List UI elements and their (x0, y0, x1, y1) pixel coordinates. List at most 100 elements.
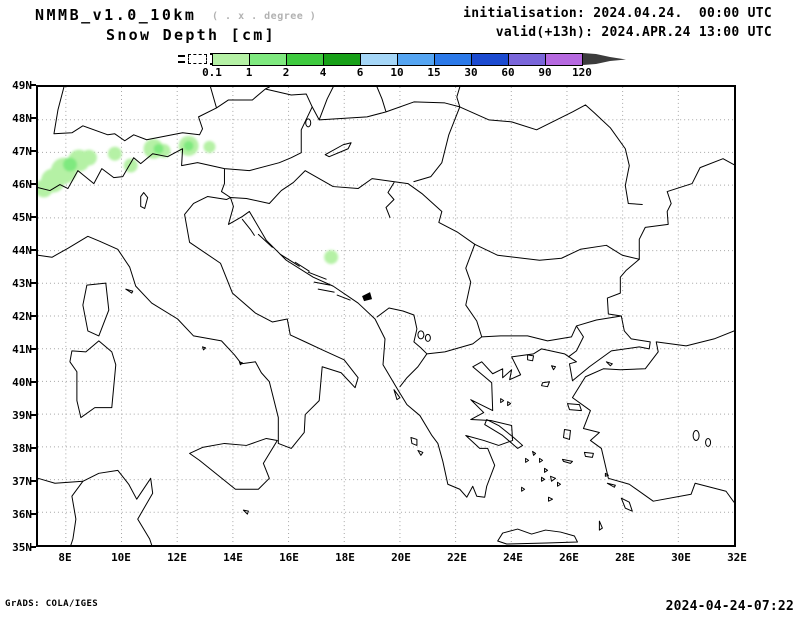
latitude-tick (31, 150, 36, 152)
colorbar-tick-label: 90 (538, 66, 552, 79)
colorbar-tick-label: 0.1 (202, 66, 222, 79)
longitude-label: 12E (167, 551, 187, 564)
latitude-label: 46N (12, 178, 32, 191)
colorbar-tick-label: 4 (319, 66, 327, 79)
latitude-label: 47N (12, 145, 32, 158)
longitude-label: 30E (671, 551, 691, 564)
initialisation-time: initialisation: 2024.04.24. 00:00 UTC (463, 6, 772, 21)
longitude-label: 32E (727, 551, 747, 564)
longitude-label: 20E (391, 551, 411, 564)
latitude-tick (31, 348, 36, 350)
colorbar-segment-3 (286, 53, 324, 66)
underflow-dashed-box-icon (188, 54, 207, 64)
snow-depth-area (80, 149, 97, 166)
longitude-label: 18E (335, 551, 355, 564)
lake-skadar (362, 292, 373, 302)
latitude-tick (31, 546, 36, 548)
snow-depth-area (107, 146, 122, 161)
colorbar-tick-label: 30 (464, 66, 478, 79)
model-title: NMMB_v1.0_10km (35, 6, 197, 24)
latitude-tick (31, 84, 36, 86)
latitude-tick (31, 249, 36, 251)
lake-egirdir (705, 437, 712, 447)
latitude-label: 49N (12, 79, 32, 92)
longitude-label: 26E (559, 551, 579, 564)
creation-timestamp: 2024-04-24-07:22 (665, 599, 794, 614)
colorbar-underflow-marker (178, 53, 214, 66)
islands-dalmatia (241, 218, 351, 301)
lake-ohrid (417, 330, 425, 340)
latitude-label: 38N (12, 442, 32, 455)
border-alps (38, 106, 313, 199)
latitude-label: 43N (12, 277, 32, 290)
overflow-arrow-shape (583, 53, 626, 65)
map-canvas (38, 87, 734, 545)
latitude-tick (31, 480, 36, 482)
lake-burdur (692, 430, 700, 441)
map-frame (36, 85, 736, 547)
snow-depth-area (324, 250, 339, 265)
latitude-tick (31, 282, 36, 284)
island-crete (497, 528, 578, 545)
colorbar-segment-5 (360, 53, 398, 66)
border-central-europe (53, 87, 643, 205)
country-borders-layer (38, 87, 643, 545)
latitude-label: 36N (12, 508, 32, 521)
colorbar-tick-label: 2 (282, 66, 290, 79)
island-sicily (189, 437, 278, 490)
latitude-label: 39N (12, 409, 32, 422)
colorbar-tick-label: 60 (501, 66, 515, 79)
island-euboea (484, 419, 524, 449)
longitude-label: 10E (111, 551, 131, 564)
latitude-label: 41N (12, 343, 32, 356)
coastline-africa (38, 469, 154, 545)
lake-neusiedl (305, 118, 312, 128)
snow-depth-area (63, 157, 77, 172)
colorbar-segment-6 (397, 53, 435, 66)
islands-dodecanese (598, 472, 633, 531)
lake-garda (140, 192, 149, 209)
latitude-label: 37N (12, 475, 32, 488)
snow-depth-area (183, 140, 194, 151)
snow-depth-area (153, 143, 164, 154)
grads-credit: GrADS: COLA/IGES (5, 599, 99, 609)
latitude-tick (31, 183, 36, 185)
colorbar-segment-8 (471, 53, 509, 66)
latitude-tick (31, 513, 36, 515)
coastline-anatolia (571, 330, 734, 503)
longitude-label: 28E (615, 551, 635, 564)
colorbar-segment-9 (508, 53, 546, 66)
colorbar (212, 53, 583, 66)
valid-time: valid(+13h): 2024.APR.24 13:00 UTC (495, 25, 772, 40)
colorbar-tick-label: 6 (356, 66, 364, 79)
colorbar-tick-label: 1 (245, 66, 253, 79)
snow-depth-area (203, 140, 216, 153)
latitude-tick (31, 447, 36, 449)
latitude-label: 40N (12, 376, 32, 389)
latitude-label: 35N (12, 541, 32, 554)
latitude-label: 44N (12, 244, 32, 257)
islands-cyclades (500, 398, 561, 502)
longitude-label: 24E (503, 551, 523, 564)
colorbar-segment-10 (545, 53, 583, 66)
longitude-label: 14E (223, 551, 243, 564)
latitude-label: 42N (12, 310, 32, 323)
colorbar-segment-7 (434, 53, 472, 66)
colorbar-tick-label: 15 (427, 66, 441, 79)
variable-title: Snow Depth [cm] (106, 26, 276, 44)
island-sardinia (69, 340, 117, 419)
colorbar-segment-4 (323, 53, 361, 66)
island-corsica (82, 282, 110, 337)
latitude-tick (31, 315, 36, 317)
underflow-dashes-icon (178, 55, 185, 63)
longitude-label: 22E (447, 551, 467, 564)
snow-layer (38, 135, 339, 265)
colorbar-segment-1 (212, 53, 250, 66)
latitude-tick (31, 117, 36, 119)
longitude-label: 8E (58, 551, 72, 564)
model-resolution-note: ( . x . degree ) (212, 11, 317, 22)
coastlines-layer (38, 158, 734, 545)
latitude-label: 45N (12, 211, 32, 224)
border-balkans (376, 243, 640, 388)
